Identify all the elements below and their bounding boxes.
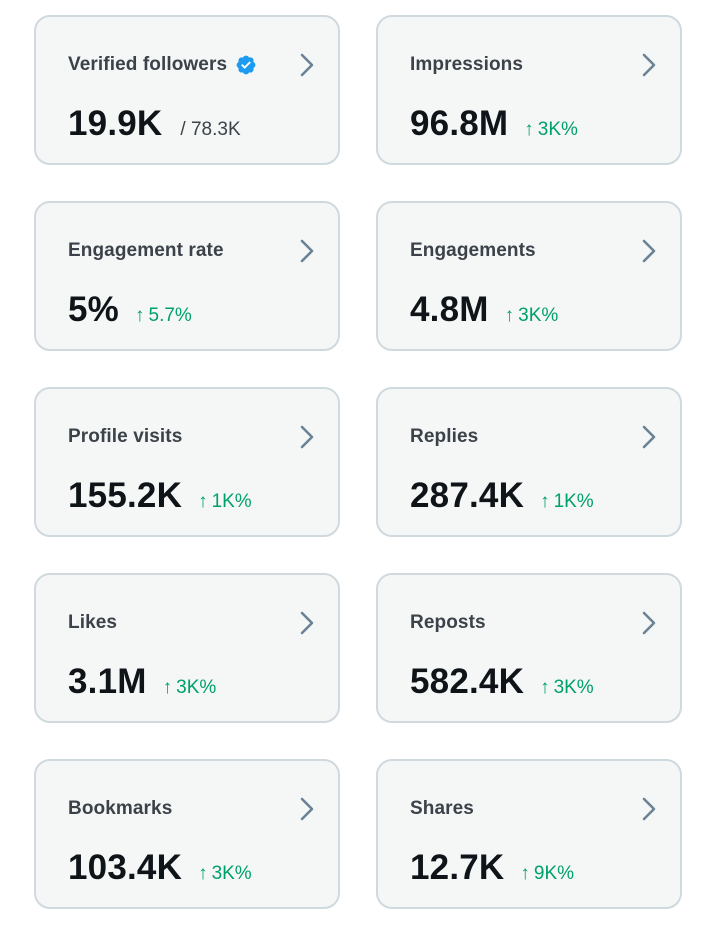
metric-change: ↑ 9K% <box>520 863 574 885</box>
metric-change-value: 9K% <box>533 863 575 884</box>
metric-card-replies[interactable]: Replies 287.4K ↑ 1K% <box>376 387 682 537</box>
metric-card-likes[interactable]: Likes 3.1M ↑ 3K% <box>34 573 340 723</box>
metric-value-row: 155.2K ↑ 1K% <box>68 475 252 517</box>
metric-value: 287.4K <box>410 476 525 515</box>
up-arrow-icon: ↑ <box>520 863 530 884</box>
metric-value-row: 3.1M ↑ 3K% <box>68 661 216 703</box>
metric-card-reposts[interactable]: Reposts 582.4K ↑ 3K% <box>376 573 682 723</box>
metric-label-row: Impressions <box>410 53 523 77</box>
metric-change-value: 1K% <box>553 491 594 512</box>
chevron-right-icon <box>300 425 314 449</box>
up-arrow-icon: ↑ <box>198 491 208 512</box>
metric-change-value: 3K% <box>518 305 559 326</box>
metric-card-bookmarks[interactable]: Bookmarks 103.4K ↑ 3K% <box>34 759 340 909</box>
metric-value: 4.8M <box>410 290 489 329</box>
metric-label-row: Engagements <box>410 239 536 263</box>
metric-value-row: 582.4K ↑ 3K% <box>410 661 594 703</box>
metric-label: Reposts <box>410 612 486 633</box>
metric-change: ↑ 3K% <box>198 863 252 885</box>
metric-label: Replies <box>410 426 479 447</box>
metric-label: Likes <box>68 612 118 633</box>
up-arrow-icon: ↑ <box>524 119 534 140</box>
metric-value: 96.8M <box>410 104 509 143</box>
metric-change: ↑ 1K% <box>540 491 594 513</box>
up-arrow-icon: ↑ <box>504 305 515 326</box>
metric-change-value: 3K% <box>211 863 252 884</box>
metric-label-row: Shares <box>410 797 474 821</box>
metric-label: Bookmarks <box>68 798 173 819</box>
metric-card-impressions[interactable]: Impressions 96.8M ↑ 3K% <box>376 15 682 165</box>
metric-value-row: 96.8M ↑ 3K% <box>410 103 578 145</box>
chevron-right-icon <box>642 425 656 449</box>
metric-label-row: Profile visits <box>68 425 182 449</box>
metric-label: Verified followers <box>68 54 228 75</box>
verified-badge-icon <box>235 54 257 76</box>
chevron-right-icon <box>642 611 656 635</box>
metric-label-row: Engagement rate <box>68 239 224 263</box>
metric-change: ↑ 3K% <box>163 677 217 699</box>
metric-change-value: 3K% <box>553 677 594 698</box>
metric-value-row: 12.7K ↑ 9K% <box>410 847 574 889</box>
metric-label: Engagement rate <box>68 240 224 261</box>
metric-change: ↑ 3K% <box>540 677 594 699</box>
metric-label: Impressions <box>410 54 524 75</box>
up-arrow-icon: ↑ <box>540 491 550 512</box>
metric-card-engagement-rate[interactable]: Engagement rate 5% ↑ 5.7% <box>34 201 340 351</box>
chevron-right-icon <box>642 239 656 263</box>
metric-value-row: 287.4K ↑ 1K% <box>410 475 594 517</box>
chevron-right-icon <box>642 53 656 77</box>
metric-value: 3.1M <box>68 662 147 701</box>
metric-value: 582.4K <box>410 662 525 701</box>
metric-card-verified-followers[interactable]: Verified followers 19.9K / 78.3K <box>34 15 340 165</box>
metric-label-row: Verified followers <box>68 53 257 77</box>
metric-label: Shares <box>410 798 474 819</box>
metric-change-value: 5.7% <box>148 305 192 326</box>
metric-card-profile-visits[interactable]: Profile visits 155.2K ↑ 1K% <box>34 387 340 537</box>
metric-change-value: 3K% <box>537 119 578 140</box>
metric-card-engagements[interactable]: Engagements 4.8M ↑ 3K% <box>376 201 682 351</box>
metric-label-row: Bookmarks <box>68 797 172 821</box>
metric-total: / 78.3K <box>180 119 241 140</box>
metric-label-row: Likes <box>68 611 117 635</box>
metric-card-shares[interactable]: Shares 12.7K ↑ 9K% <box>376 759 682 909</box>
metric-value: 103.4K <box>68 848 183 887</box>
metric-label: Profile visits <box>68 426 183 447</box>
metric-value-row: 103.4K ↑ 3K% <box>68 847 252 889</box>
metric-change: ↑ 3K% <box>524 119 578 141</box>
chevron-right-icon <box>300 53 314 77</box>
metric-value-row: 19.9K / 78.3K <box>68 103 241 145</box>
metric-value: 5% <box>68 290 119 329</box>
metric-value: 155.2K <box>68 476 183 515</box>
metric-value-row: 5% ↑ 5.7% <box>68 289 192 331</box>
metric-change: ↑ 5.7% <box>135 305 192 327</box>
metric-value-row: 4.8M ↑ 3K% <box>410 289 558 331</box>
up-arrow-icon: ↑ <box>540 677 550 698</box>
metric-change: ↑ 1K% <box>198 491 252 513</box>
metric-label-row: Reposts <box>410 611 486 635</box>
metric-label-row: Replies <box>410 425 478 449</box>
metric-value: 12.7K <box>410 848 505 887</box>
chevron-right-icon <box>642 797 656 821</box>
chevron-right-icon <box>300 611 314 635</box>
chevron-right-icon <box>300 239 314 263</box>
metric-value: 19.9K <box>68 104 163 143</box>
up-arrow-icon: ↑ <box>198 863 208 884</box>
up-arrow-icon: ↑ <box>135 305 145 326</box>
metric-change-value: 3K% <box>176 677 217 698</box>
metric-change-value: 1K% <box>211 491 252 512</box>
metric-label: Engagements <box>410 240 536 261</box>
chevron-right-icon <box>300 797 314 821</box>
metric-change: ↑ 3K% <box>505 305 559 327</box>
up-arrow-icon: ↑ <box>162 677 173 698</box>
